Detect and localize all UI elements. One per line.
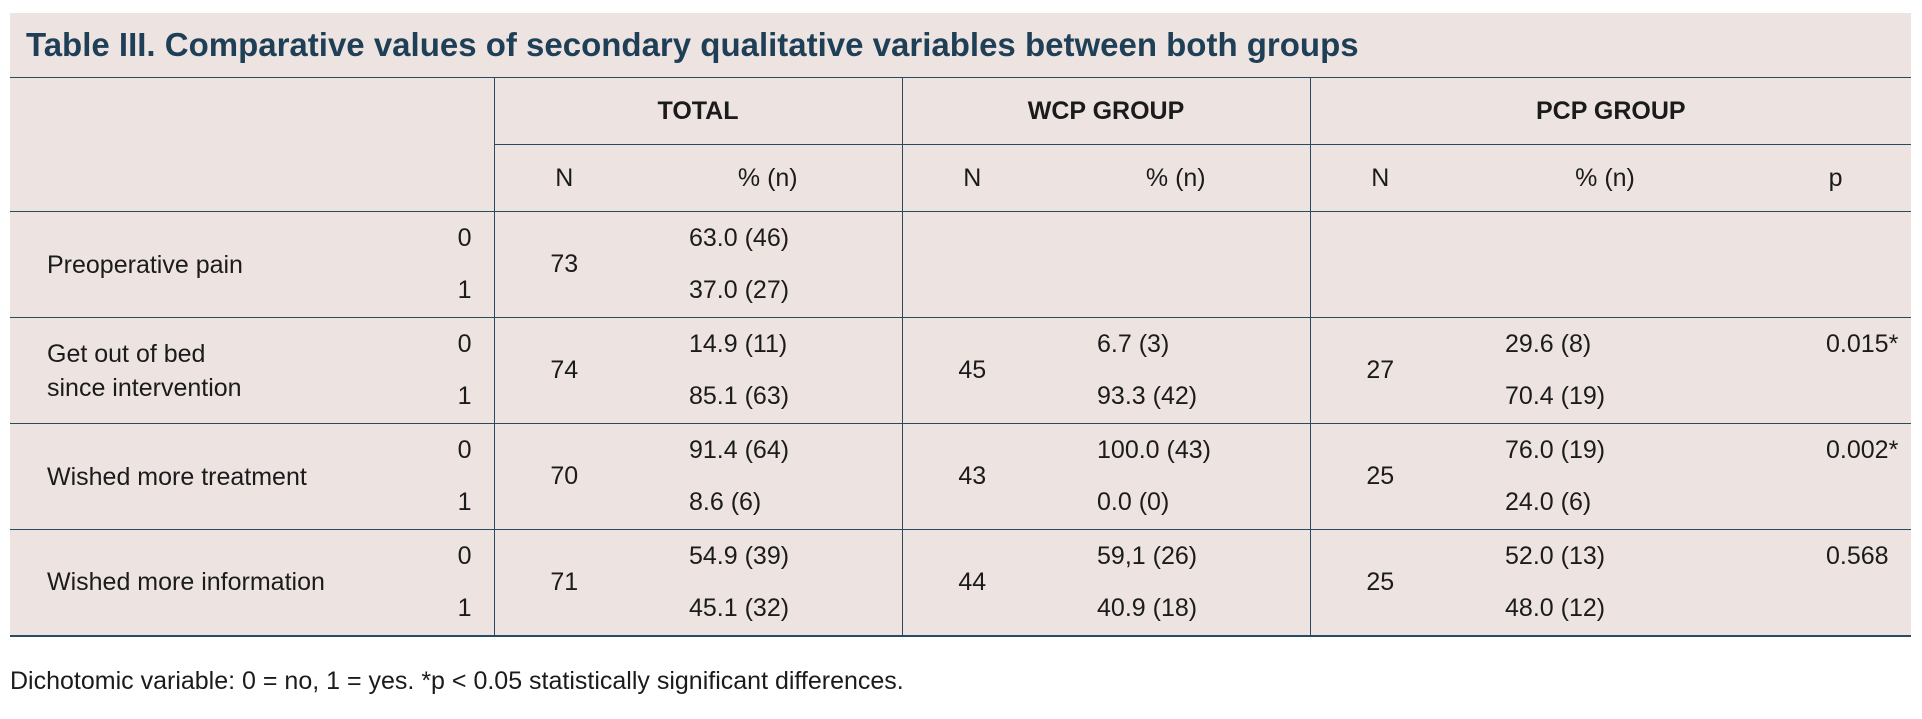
row-label: Get out of bed since intervention (10, 318, 424, 424)
total-pct: 85.1 (63) (689, 382, 790, 411)
code-value: 0 (457, 541, 472, 570)
code-value: 1 (457, 488, 472, 517)
wcp-pct: 100.0 (43) (1097, 435, 1211, 464)
table-row: 1 85.1 (63) 93.3 (42) 70.4 (19) (10, 371, 1911, 424)
p-value-empty (1760, 265, 1911, 318)
row-label-line: since intervention (47, 373, 242, 402)
pcp-pct (1450, 212, 1760, 265)
row-label: Wished more information (10, 529, 424, 637)
header-wcp-group: WCP GROUP (901, 77, 1311, 145)
total-n: 73 (493, 211, 634, 318)
table-title-bar: Table III. Comparative values of seconda… (10, 13, 1911, 77)
wcp-n: 45 (901, 317, 1043, 424)
total-pct: 54.9 (39) (689, 541, 790, 570)
table-row: Wished more treatment 0 70 91.4 (64) 43 … (10, 423, 1912, 530)
header-corner (10, 78, 494, 212)
pcp-pct: 29.6 (8) (1505, 329, 1592, 358)
subheader-p: p (1760, 144, 1912, 212)
table-title: Table III. Comparative values of seconda… (26, 26, 1359, 63)
total-n: 70 (493, 423, 634, 530)
total-pct: 63.0 (46) (689, 223, 790, 252)
subheader-pcp-n: N (1309, 144, 1451, 212)
table-row: 1 8.6 (6) 0.0 (0) 24.0 (6) (10, 477, 1911, 530)
pcp-pct (1450, 265, 1760, 318)
table-row: Wished more information 0 71 54.9 (39) 4… (10, 529, 1912, 637)
wcp-pct: 6.7 (3) (1097, 329, 1170, 358)
table-row: Preoperative pain 0 73 63.0 (46) (10, 211, 1912, 318)
code-value: 1 (457, 382, 472, 411)
code-value: 0 (457, 223, 472, 252)
p-value-empty (1760, 477, 1911, 530)
pcp-pct: 70.4 (19) (1505, 382, 1606, 411)
sub-header-row: N % (n) N % (n) N % (n) p (10, 144, 1912, 212)
results-table: TOTAL WCP GROUP PCP GROUP N % (n) N % (n… (10, 77, 1912, 637)
wcp-n: 44 (901, 529, 1043, 637)
total-n: 74 (493, 317, 634, 424)
table-row: 1 45.1 (32) 40.9 (18) 48.0 (12) (10, 582, 1912, 637)
wcp-pct (1042, 265, 1310, 318)
code-value: 0 (457, 329, 472, 358)
table-row: Get out of bed since intervention 0 74 1… (10, 317, 1912, 424)
code-value: 1 (424, 582, 494, 637)
pcp-pct: 48.0 (12) (1450, 582, 1761, 637)
row-label: Wished more treatment (47, 462, 307, 491)
code-value: 1 (457, 276, 472, 305)
header-total: TOTAL (493, 77, 903, 145)
total-pct: 91.4 (64) (689, 435, 790, 464)
header-pcp-group: PCP GROUP (1309, 77, 1912, 145)
total-pct: 14.9 (11) (689, 329, 788, 358)
wcp-n (901, 211, 1043, 318)
row-label: Preoperative pain (47, 250, 243, 279)
pcp-n: 25 (1309, 529, 1451, 637)
wcp-pct (1042, 212, 1310, 265)
total-pct: 37.0 (27) (689, 276, 790, 305)
pcp-n (1309, 211, 1451, 318)
p-value: 0.002* (1826, 435, 1899, 464)
wcp-pct: 0.0 (0) (1097, 488, 1170, 517)
pcp-n: 27 (1309, 317, 1451, 424)
total-pct: 45.1 (32) (634, 582, 903, 637)
p-value-empty (1760, 582, 1912, 637)
table-footnote: Dichotomic variable: 0 = no, 1 = yes. *p… (10, 667, 904, 695)
pcp-pct: 24.0 (6) (1505, 488, 1592, 517)
pcp-pct: 76.0 (19) (1505, 435, 1606, 464)
p-value-empty (1760, 371, 1911, 424)
table-row: 1 37.0 (27) (10, 265, 1911, 318)
pcp-pct: 52.0 (13) (1505, 541, 1606, 570)
total-pct: 8.6 (6) (689, 488, 762, 517)
wcp-pct: 93.3 (42) (1097, 382, 1198, 411)
wcp-pct: 59,1 (26) (1097, 541, 1198, 570)
wcp-pct: 40.9 (18) (1042, 582, 1311, 637)
subheader-total-pct: % (n) (634, 144, 903, 212)
row-label-line: Get out of bed (47, 339, 206, 368)
subheader-wcp-pct: % (n) (1042, 144, 1311, 212)
wcp-n: 43 (901, 423, 1043, 530)
group-header-row: TOTAL WCP GROUP PCP GROUP (10, 77, 1912, 145)
total-n: 71 (493, 529, 634, 637)
code-value: 0 (457, 435, 472, 464)
p-value (1760, 212, 1911, 265)
p-value: 0.015* (1826, 329, 1899, 358)
subheader-total-n: N (493, 144, 634, 212)
subheader-pcp-pct: % (n) (1450, 144, 1761, 212)
pcp-n: 25 (1309, 423, 1451, 530)
subheader-wcp-n: N (901, 144, 1043, 212)
p-value: 0.568 (1826, 541, 1889, 570)
